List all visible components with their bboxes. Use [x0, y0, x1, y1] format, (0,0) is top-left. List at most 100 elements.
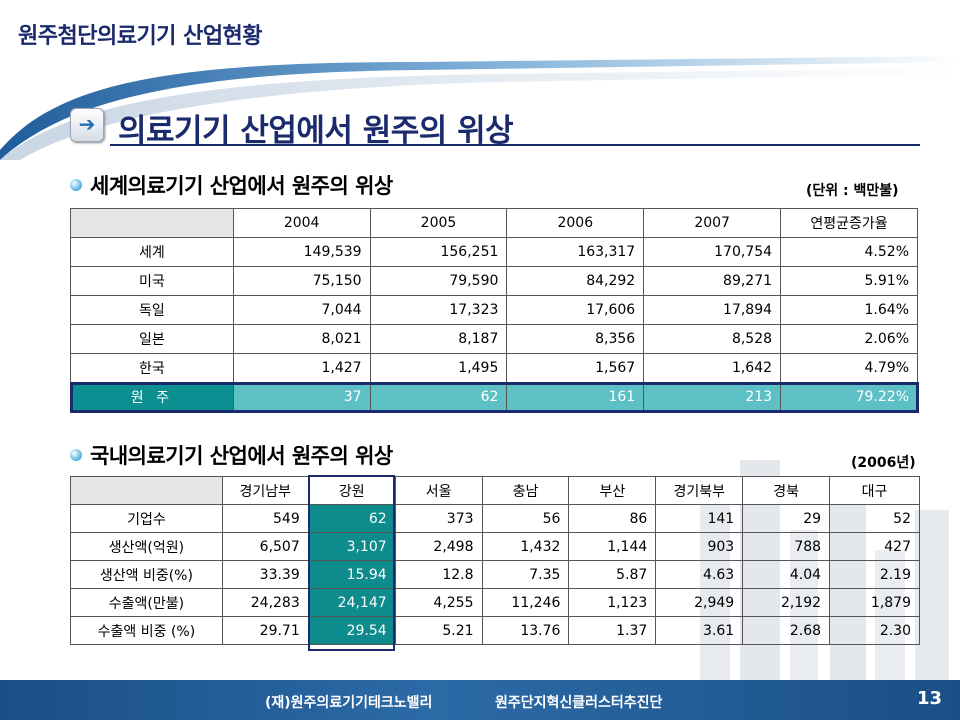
- table-cell: 213: [643, 382, 782, 412]
- table-cell: 4.04: [742, 560, 831, 589]
- footer-project: 원주단지혁신클러스터추진단: [495, 695, 663, 711]
- table-cell: 373: [394, 504, 483, 533]
- row-label: 원 주: [70, 382, 234, 412]
- column-header: 서울: [394, 476, 483, 505]
- arrow-right-icon: ➔: [70, 108, 104, 142]
- table-cell: 161: [506, 382, 645, 412]
- world-table: 2004 2005 2006 2007 연평균증가율 세계 149,539 15…: [69, 208, 919, 413]
- table-cell: 6,507: [221, 532, 309, 561]
- column-header: 2004: [232, 208, 371, 238]
- bullet-icon: [70, 449, 82, 461]
- table-cell-highlight: 3,107: [307, 532, 396, 561]
- table-cell: 1,642: [643, 353, 782, 383]
- table-cell: 8,528: [643, 324, 782, 354]
- footer-organization: (재)원주의료기기테크노밸리: [265, 695, 433, 711]
- table-cell: 1.37: [568, 616, 657, 645]
- table-cell: 84,292: [506, 266, 645, 296]
- header-swoosh: [0, 56, 960, 160]
- column-header: 2006: [506, 208, 645, 238]
- table-cell: 24,283: [221, 588, 309, 617]
- table-cell: 33.39: [221, 560, 309, 589]
- table-cell: 5.21: [394, 616, 483, 645]
- table-cell: 8,356: [506, 324, 645, 354]
- table-cell: 2,949: [655, 588, 744, 617]
- table-cell: 75,150: [232, 266, 371, 296]
- table-cell: 1,495: [369, 353, 508, 383]
- section-title: 의료기기 산업에서 원주의 위상: [118, 113, 514, 149]
- highlight-row-wonju: 원 주 37 62 161 213 79.22%: [69, 381, 919, 413]
- table-cell: 170,754: [643, 237, 782, 267]
- table-header-row: 경기남부 강원 서울 충남 부산 경기북부 경북 대구: [70, 476, 920, 505]
- table-cell: 8,021: [232, 324, 371, 354]
- table-cell: 2,192: [742, 588, 831, 617]
- table-row: 세계 149,539 156,251 163,317 170,754 4.52%: [70, 237, 918, 267]
- domestic-section-title: 국내의료기기 산업에서 원주의 위상: [90, 444, 393, 468]
- table-cell: 163,317: [506, 237, 645, 267]
- table-corner-cell: [70, 476, 223, 505]
- table-cell: 29.71: [221, 616, 309, 645]
- table-cell: 52: [829, 504, 920, 533]
- table-cell: 788: [742, 532, 831, 561]
- column-header: 2005: [369, 208, 508, 238]
- row-label: 생산액 비중(%): [70, 560, 223, 589]
- table-cell: 1,567: [506, 353, 645, 383]
- column-header: 경기남부: [221, 476, 309, 505]
- column-header: 경북: [742, 476, 831, 505]
- table-cell: 427: [829, 532, 920, 561]
- table-cell: 2.30: [829, 616, 920, 645]
- section-divider: [110, 144, 920, 146]
- row-label: 독일: [70, 295, 234, 325]
- table-cell: 2,498: [394, 532, 483, 561]
- table-cell: 2.19: [829, 560, 920, 589]
- table-cell: 4.63: [655, 560, 744, 589]
- table-row: 생산액 비중(%) 33.39 15.94 12.8 7.35 5.87 4.6…: [70, 560, 920, 589]
- column-header: 연평균증가율: [780, 208, 918, 238]
- world-unit-note: (단위 : 백만불): [806, 183, 899, 199]
- table-cell: 89,271: [643, 266, 782, 296]
- table-cell: 3.61: [655, 616, 744, 645]
- table-cell: 4.52%: [780, 237, 918, 267]
- row-label: 한국: [70, 353, 234, 383]
- table-row: 생산액(억원) 6,507 3,107 2,498 1,432 1,144 90…: [70, 532, 920, 561]
- page-number: 13: [916, 688, 942, 709]
- table-cell: 17,323: [369, 295, 508, 325]
- row-label: 세계: [70, 237, 234, 267]
- world-section-title: 세계의료기기 산업에서 원주의 위상: [90, 174, 393, 198]
- domestic-unit-note: (2006년): [851, 455, 916, 471]
- row-label: 일본: [70, 324, 234, 354]
- column-header: 대구: [829, 476, 920, 505]
- table-row: 한국 1,427 1,495 1,567 1,642 4.79%: [70, 353, 918, 383]
- table-cell: 156,251: [369, 237, 508, 267]
- table-corner-cell: [70, 208, 234, 238]
- table-cell: 2.06%: [780, 324, 918, 354]
- table-cell: 13.76: [481, 616, 570, 645]
- table-cell: 17,606: [506, 295, 645, 325]
- row-label: 기업수: [70, 504, 223, 533]
- column-header-highlight: 강원: [307, 476, 396, 505]
- table-cell: 2.68: [742, 616, 831, 645]
- table-cell: 4,255: [394, 588, 483, 617]
- table-cell: 17,894: [643, 295, 782, 325]
- row-label: 미국: [70, 266, 234, 296]
- table-cell: 79.22%: [780, 382, 918, 412]
- table-cell: 903: [655, 532, 744, 561]
- table-cell: 1,123: [568, 588, 657, 617]
- table-cell: 141: [655, 504, 744, 533]
- table-cell-highlight: 15.94: [307, 560, 396, 589]
- table-cell: 1,144: [568, 532, 657, 561]
- table-cell: 86: [568, 504, 657, 533]
- column-header: 부산: [568, 476, 657, 505]
- table-row: 미국 75,150 79,590 84,292 89,271 5.91%: [70, 266, 918, 296]
- table-header-row: 2004 2005 2006 2007 연평균증가율: [70, 208, 918, 238]
- table-cell: 5.87: [568, 560, 657, 589]
- column-header: 충남: [481, 476, 570, 505]
- table-cell-highlight: 29.54: [307, 616, 396, 645]
- table-cell: 11,246: [481, 588, 570, 617]
- row-label: 수출액 비중 (%): [70, 616, 223, 645]
- row-label: 생산액(억원): [70, 532, 223, 561]
- column-header: 2007: [643, 208, 782, 238]
- domestic-table: 경기남부 강원 서울 충남 부산 경기북부 경북 대구 기업수 549 62 3…: [70, 476, 920, 645]
- row-label: 수출액(만불): [70, 588, 223, 617]
- table-cell: 1.64%: [780, 295, 918, 325]
- table-cell: 79,590: [369, 266, 508, 296]
